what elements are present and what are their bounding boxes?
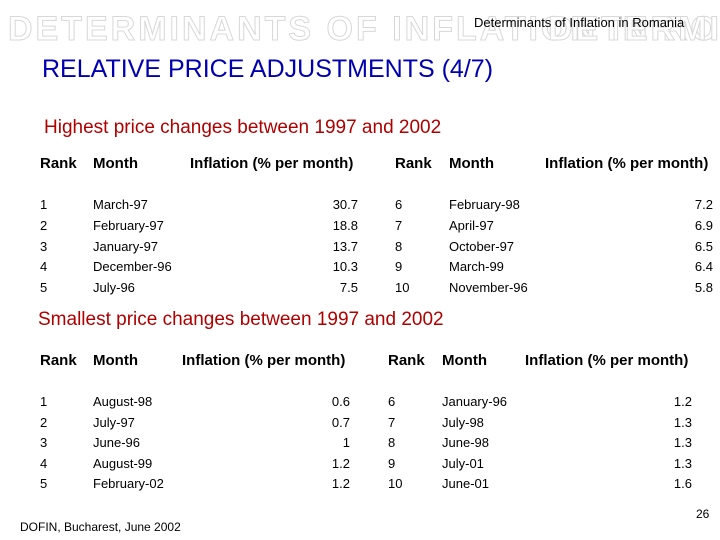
month-cell: January-97 [93, 239, 159, 254]
rank-cell: 6 [395, 197, 403, 212]
rank-cell: 5 [40, 476, 48, 491]
inflation-cell: 5.8 [694, 280, 713, 295]
inflation-cell: 18.8 [332, 218, 358, 233]
inflation-cell: 0.6 [331, 394, 350, 409]
inflation-cell: 13.7 [332, 239, 358, 254]
column-header: Month [449, 155, 494, 172]
inflation-cell: 6.4 [694, 259, 713, 274]
rank-cell: 8 [388, 435, 396, 450]
inflation-cell: 0.7 [331, 415, 350, 430]
inflation-cell: 1.3 [673, 456, 692, 471]
inflation-cell: 6.9 [694, 218, 713, 233]
month-cell: March-99 [449, 259, 504, 274]
inflation-cell: 6.5 [694, 239, 713, 254]
inflation-cell: 7.5 [339, 280, 358, 295]
rank-cell: 2 [40, 218, 48, 233]
month-cell: November-96 [449, 280, 528, 295]
inflation-cell: 1.3 [673, 415, 692, 430]
column-header: Inflation (% per month) [525, 352, 689, 369]
month-cell: July-01 [442, 456, 484, 471]
month-cell: February-98 [449, 197, 520, 212]
month-cell: June-96 [93, 435, 140, 450]
inflation-cell: 10.3 [332, 259, 358, 274]
column-header: Rank [395, 155, 432, 172]
source: DOFIN, Bucharest, June 2002 [20, 520, 181, 534]
month-cell: October-97 [449, 239, 515, 254]
month-cell: July-96 [93, 280, 135, 295]
rank-cell: 2 [40, 415, 48, 430]
column-header: Inflation (% per month) [190, 155, 354, 172]
watermark: DETERMINANTS OF INFLATION IN ROMANIA [7, 10, 720, 49]
column-header: Inflation (% per month) [182, 352, 346, 369]
month-cell: July-98 [442, 415, 484, 430]
rank-cell: 9 [388, 456, 396, 471]
watermark: DETERMINANTS OF INFLATION IN ROMANIA [548, 10, 720, 49]
column-header: Month [93, 352, 138, 369]
month-cell: January-96 [442, 394, 508, 409]
month-cell: June-98 [442, 435, 489, 450]
month-cell: December-96 [93, 259, 172, 274]
page-number: 26 [696, 507, 710, 521]
column-header: Inflation (% per month) [545, 155, 709, 172]
column-header: Month [93, 155, 138, 172]
rank-cell: 10 [395, 280, 410, 295]
rank-cell: 1 [40, 394, 48, 409]
table-subtitle: Smallest price changes between 1997 and … [38, 309, 444, 330]
inflation-cell: 1.2 [331, 476, 350, 491]
month-cell: February-97 [93, 218, 164, 233]
month-cell: July-97 [93, 415, 135, 430]
inflation-cell: 7.2 [694, 197, 713, 212]
topic: Determinants of Inflation in Romania [474, 15, 685, 30]
table-subtitle: Highest price changes between 1997 and 2… [44, 117, 442, 138]
rank-cell: 7 [395, 218, 403, 233]
rank-cell: 4 [40, 456, 48, 471]
month-cell: March-97 [93, 197, 148, 212]
rank-cell: 9 [395, 259, 403, 274]
month-cell: August-99 [93, 456, 153, 471]
month-cell: February-02 [93, 476, 164, 491]
inflation-cell: 1.6 [673, 476, 692, 491]
rank-cell: 3 [40, 239, 48, 254]
column-header: Rank [388, 352, 425, 369]
title: RELATIVE PRICE ADJUSTMENTS (4/7) [42, 55, 494, 83]
month-cell: April-97 [449, 218, 494, 233]
column-header: Rank [40, 352, 77, 369]
inflation-cell: 30.7 [332, 197, 358, 212]
rank-cell: 1 [40, 197, 48, 212]
rank-cell: 3 [40, 435, 48, 450]
column-header: Month [442, 352, 487, 369]
inflation-cell: 1.2 [331, 456, 350, 471]
column-header: Rank [40, 155, 77, 172]
rank-cell: 5 [40, 280, 48, 295]
inflation-cell: 1.3 [673, 435, 692, 450]
rank-cell: 6 [388, 394, 396, 409]
rank-cell: 10 [388, 476, 403, 491]
rank-cell: 4 [40, 259, 48, 274]
rank-cell: 8 [395, 239, 403, 254]
inflation-cell: 1.2 [673, 394, 692, 409]
month-cell: June-01 [442, 476, 489, 491]
inflation-cell: 1 [342, 435, 350, 450]
month-cell: August-98 [93, 394, 153, 409]
rank-cell: 7 [388, 415, 396, 430]
